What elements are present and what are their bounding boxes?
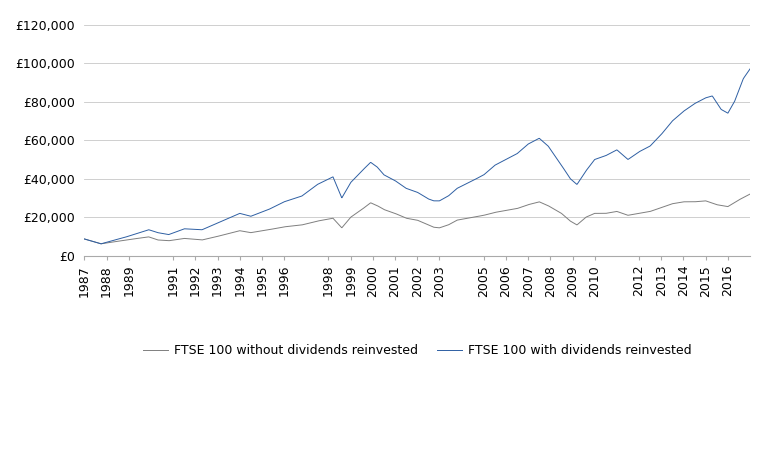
Line: FTSE 100 with dividends reinvested: FTSE 100 with dividends reinvested xyxy=(84,69,750,244)
FTSE 100 with dividends reinvested xyxy=(422,195,431,201)
FTSE 100 with dividends reinvested xyxy=(96,241,106,246)
FTSE 100 without dividends reinvested xyxy=(607,210,617,215)
FTSE 100 with dividends reinvested xyxy=(607,150,617,155)
Line: FTSE 100 without dividends reinvested: FTSE 100 without dividends reinvested xyxy=(84,194,750,244)
FTSE 100 with dividends reinvested xyxy=(346,181,355,186)
FTSE 100 without dividends reinvested xyxy=(96,241,106,246)
FTSE 100 with dividends reinvested xyxy=(502,157,511,162)
FTSE 100 without dividends reinvested xyxy=(724,203,734,209)
FTSE 100 with dividends reinvested xyxy=(745,66,754,72)
FTSE 100 without dividends reinvested xyxy=(346,215,355,221)
FTSE 100 without dividends reinvested xyxy=(422,221,431,227)
FTSE 100 without dividends reinvested xyxy=(502,207,511,213)
Legend: FTSE 100 without dividends reinvested, FTSE 100 with dividends reinvested: FTSE 100 without dividends reinvested, F… xyxy=(138,339,697,362)
FTSE 100 with dividends reinvested xyxy=(724,109,734,114)
FTSE 100 without dividends reinvested xyxy=(566,218,575,224)
FTSE 100 with dividends reinvested xyxy=(566,176,575,182)
FTSE 100 with dividends reinvested xyxy=(80,236,89,242)
FTSE 100 without dividends reinvested xyxy=(745,191,754,197)
FTSE 100 without dividends reinvested xyxy=(80,236,89,242)
